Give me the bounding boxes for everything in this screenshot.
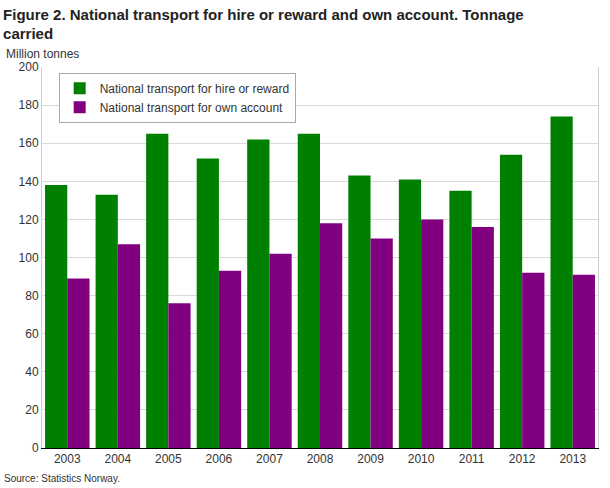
svg-text:140: 140: [19, 175, 39, 189]
svg-text:National transport for hire or: National transport for hire or reward: [100, 82, 289, 96]
svg-text:National transport for own acc: National transport for own account: [100, 101, 283, 115]
svg-text:2005: 2005: [155, 452, 182, 466]
svg-text:40: 40: [25, 365, 39, 379]
svg-text:2004: 2004: [104, 452, 131, 466]
svg-text:60: 60: [25, 327, 39, 341]
svg-text:2006: 2006: [206, 452, 233, 466]
svg-text:2003: 2003: [54, 452, 81, 466]
svg-text:2011: 2011: [459, 452, 485, 466]
svg-text:180: 180: [19, 98, 39, 112]
svg-text:2012: 2012: [509, 452, 536, 466]
svg-text:Million tonnes: Million tonnes: [6, 47, 79, 61]
svg-text:100: 100: [19, 251, 39, 265]
svg-text:2010: 2010: [408, 452, 435, 466]
svg-text:200: 200: [19, 60, 39, 74]
svg-text:160: 160: [19, 136, 39, 150]
svg-text:Figure 2. National transport f: Figure 2. National transport for hire or…: [3, 6, 524, 43]
svg-text:120: 120: [19, 213, 39, 227]
svg-text:2008: 2008: [307, 452, 334, 466]
svg-text:80: 80: [25, 289, 39, 303]
svg-text:20: 20: [25, 403, 39, 417]
svg-text:2007: 2007: [256, 452, 283, 466]
svg-text:2013: 2013: [559, 452, 586, 466]
svg-text:0: 0: [32, 441, 39, 455]
svg-text:Source: Statistics Norway.: Source: Statistics Norway.: [4, 473, 120, 484]
svg-text:2009: 2009: [357, 452, 384, 466]
